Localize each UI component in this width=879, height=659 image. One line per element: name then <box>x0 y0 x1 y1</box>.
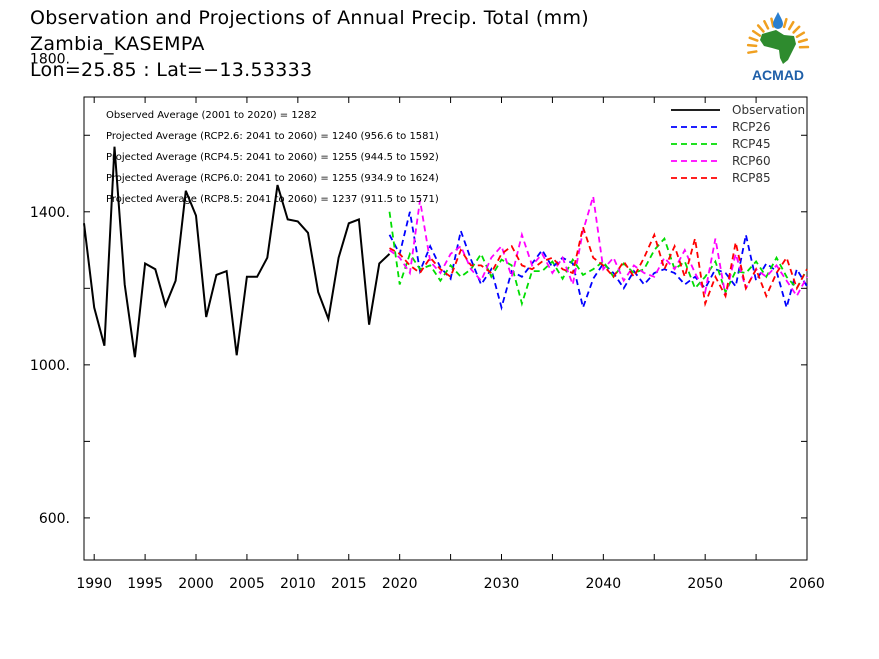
x-tick-label: 2040 <box>586 576 622 592</box>
x-tick-label: 2050 <box>687 576 723 592</box>
y-tick-label: 1000. <box>30 358 70 374</box>
station-name: Zambia_KASEMPA <box>30 33 205 55</box>
logo-text: ACMAD <box>752 67 804 83</box>
annotation-line: Projected Average (RCP8.5: 2041 to 2060)… <box>106 194 439 205</box>
series-line-observation <box>83 146 391 358</box>
legend-label: RCP26 <box>732 120 771 134</box>
series-layer <box>83 146 808 358</box>
annotation-line: Observed Average (2001 to 2020) = 1282 <box>106 110 317 121</box>
legend-label: RCP60 <box>732 154 771 168</box>
legend: Observation RCP26 RCP45 RCP60 RCP85 <box>671 103 805 185</box>
x-tick-label: 1995 <box>127 576 163 592</box>
series-line-rcp85 <box>389 223 808 308</box>
chart-title: Observation and Projections of Annual Pr… <box>30 7 589 29</box>
y-tick-label: 1800. <box>30 52 70 68</box>
y-tick-label: 1400. <box>30 205 70 221</box>
annotation-line: Projected Average (RCP2.6: 2041 to 2060)… <box>106 131 439 142</box>
annotation-line: Projected Average (RCP4.5: 2041 to 2060)… <box>106 152 439 163</box>
x-tick-label: 1990 <box>76 576 112 592</box>
annotation-line: Projected Average (RCP6.0: 2041 to 2060)… <box>106 173 439 184</box>
x-tick-label: 2030 <box>484 576 520 592</box>
acmad-logo: ACMAD <box>738 8 818 84</box>
x-tick-label: 2020 <box>382 576 418 592</box>
plot-frame <box>83 96 808 561</box>
acmad-africa-logo-icon: ACMAD <box>746 12 810 83</box>
x-tick-label: 2010 <box>280 576 316 592</box>
x-tick-label: 2060 <box>789 576 825 592</box>
legend-label: RCP45 <box>732 137 771 151</box>
series-line-rcp60 <box>388 196 808 298</box>
x-tick-label: 2000 <box>178 576 214 592</box>
x-tick-label: 2015 <box>331 576 367 592</box>
y-tick-label: 600. <box>39 511 70 527</box>
legend-label: RCP85 <box>732 171 771 185</box>
legend-label: Observation <box>732 103 805 117</box>
x-tick-label: 2005 <box>229 576 265 592</box>
series-line-rcp45 <box>388 211 808 307</box>
series-line-rcp26 <box>388 211 808 311</box>
plot-axes: 600. 1000. 1400. 1800. 1990 1995 2000 2005 2010 2… <box>30 52 825 592</box>
coordinates-label: Lon=25.85 : Lat=−13.53333 <box>30 59 313 81</box>
annotation-layer: Observed Average (2001 to 2020) = 1282 Pr… <box>106 110 439 205</box>
